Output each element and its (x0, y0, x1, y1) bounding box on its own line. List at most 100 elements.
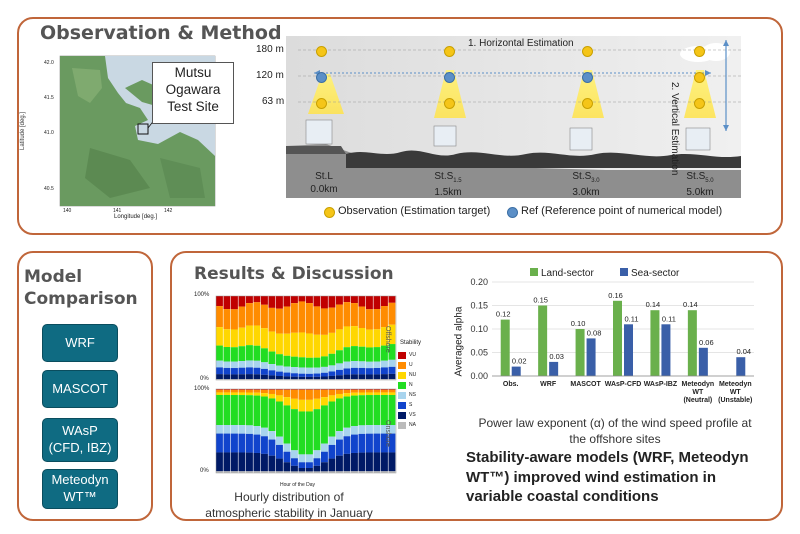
stability-bar-segment (291, 409, 298, 451)
stability-bar-segment (231, 347, 238, 362)
alpha-ytick-label: 0.10 (470, 324, 488, 334)
stability-bar-segment (238, 425, 246, 434)
stability-legend-item: S (398, 400, 434, 410)
stability-ytick: 100% (194, 292, 210, 298)
stability-bar-segment (276, 333, 283, 355)
stability-bar-segment (238, 392, 246, 396)
stability-bar-segment (298, 301, 306, 333)
stability-bar-segment (306, 376, 313, 380)
stability-bar-segment (336, 389, 343, 394)
stability-bar-segment (336, 431, 343, 440)
stability-bar-segment (366, 368, 373, 375)
stability-bar-segment (298, 389, 306, 390)
stability-bar-segment (351, 471, 358, 473)
stability-bar-segment (366, 395, 373, 426)
stability-bar-segment (253, 325, 261, 346)
stability-bar-segment (388, 324, 396, 345)
stability-bar-segment (381, 389, 388, 390)
stability-legend-item: VS (398, 410, 434, 420)
stability-bar-segment (343, 302, 351, 327)
stability-bar-segment (313, 389, 321, 390)
stability-bar-segment (253, 296, 261, 303)
station-distance: 5.0km (686, 186, 714, 198)
stability-bar-segment (268, 431, 276, 440)
stability-bar-segment (223, 296, 231, 310)
stability-caption: Hourly distribution of atmospheric stabi… (205, 490, 373, 520)
alpha-value-label: 0.11 (624, 314, 638, 323)
stability-bar-segment (231, 309, 238, 330)
stability-bar-segment (261, 362, 268, 369)
stability-bar-segment (388, 296, 396, 303)
stability-bar-segment (366, 296, 373, 310)
stability-bar-segment (268, 393, 276, 399)
stability-legend-swatch (398, 351, 406, 359)
stability-bar-segment (283, 451, 291, 463)
stability-bar-segment (381, 367, 388, 375)
stability-legend-item: NS (398, 390, 434, 400)
stability-bar-segment (268, 439, 276, 456)
stability-bar-segment (343, 361, 351, 369)
stability-bar-segment (298, 332, 306, 358)
stability-bar-segment (306, 379, 313, 380)
alpha-ytick-label: 0.05 (470, 348, 488, 358)
stability-bar-segment (283, 372, 291, 377)
stability-bar-segment (246, 395, 253, 426)
stability-bar-segment (306, 454, 313, 463)
stability-bar-segment (238, 471, 246, 473)
alpha-category-label: Meteodyn (719, 381, 752, 388)
stability-bar-segment (276, 375, 283, 380)
stability-bar-segment (306, 471, 313, 473)
stability-bar-segment (313, 367, 321, 374)
stability-bar-segment (216, 379, 223, 380)
stability-legend-label: NU (409, 372, 417, 378)
alpha-value-label: 0.08 (587, 328, 602, 337)
model-wasp: WAsP (CFD, IBZ) (42, 418, 118, 462)
stability-bar-segment (313, 373, 321, 377)
stability-legend-label: NS (409, 392, 416, 398)
stability-bar-segment (283, 366, 291, 373)
stability-bar-segment (328, 371, 336, 376)
stability-bar-segment (276, 379, 283, 380)
stability-bar-segment (388, 379, 396, 380)
stability-bar-segment (313, 471, 321, 473)
stability-bar-segment (328, 307, 336, 333)
stability-bar-segment (291, 471, 298, 473)
stability-legend-swatch (398, 401, 406, 409)
stability-bar-segment (253, 379, 261, 380)
alpha-category-label: (Neutral) (683, 397, 712, 404)
stability-bar-segment (261, 304, 268, 329)
stability-bar-segment (321, 372, 328, 377)
map-ytick-0: 42.0 (44, 60, 54, 66)
alpha-bar (538, 305, 548, 376)
stability-bar-segment (351, 434, 358, 453)
station-label: St.L 0.0km (304, 170, 344, 196)
stability-bar-segment (381, 389, 388, 393)
stability-axes (215, 388, 397, 474)
legend-ref-label: Ref (Reference point of numerical model) (521, 205, 723, 217)
stability-bar-segment (298, 399, 306, 412)
stability-bar-segment (261, 379, 268, 380)
stability-legend-swatch (398, 371, 406, 379)
stability-bar-segment (246, 389, 253, 393)
stability-bar-segment (298, 471, 306, 473)
stability-bar-segment (328, 332, 336, 354)
stability-bar-segment (358, 379, 366, 380)
stability-legend-item: N (398, 380, 434, 390)
stability-bar-segment (328, 375, 336, 380)
map-xtick-1: 141 (113, 208, 122, 214)
observation-title: Observation & Method (40, 22, 282, 44)
stability-bar-segment (313, 450, 321, 459)
alpha-bar (500, 319, 510, 376)
alpha-legend-swatch (620, 268, 628, 276)
stability-bar-segment (388, 395, 396, 425)
stability-bar-segment (306, 367, 313, 374)
stability-bar-segment (366, 347, 373, 362)
stability-bar-segment (291, 296, 298, 304)
stability-bar-segment (223, 389, 231, 390)
stability-legend-label: NA (409, 422, 416, 428)
stability-bar-segment (231, 471, 238, 473)
stability-bar-segment (381, 360, 388, 368)
ref-point (582, 72, 593, 83)
study-map: Latitude [deg.] 42.0 41.5 41.0 40.5 140 … (20, 48, 234, 223)
stability-bar-segment (381, 379, 388, 380)
